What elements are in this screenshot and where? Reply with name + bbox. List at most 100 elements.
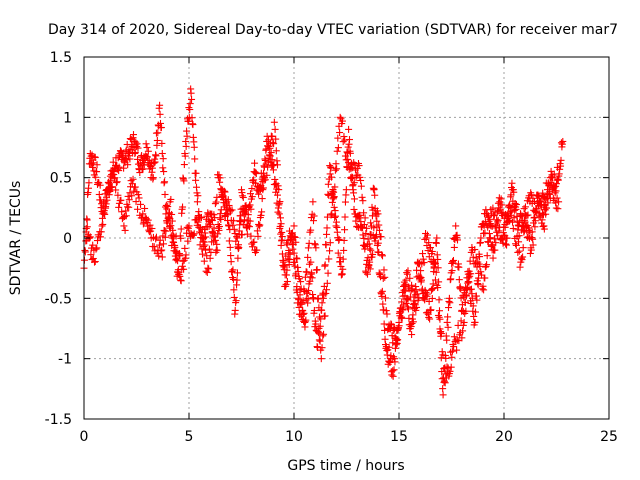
data-point (270, 140, 278, 148)
data-point (311, 241, 319, 249)
data-point (330, 188, 338, 196)
data-point (143, 144, 151, 151)
data-point (362, 229, 370, 237)
data-point (283, 278, 291, 286)
data-point (509, 225, 517, 233)
data-point (469, 253, 477, 261)
data-point (115, 203, 123, 211)
data-point (315, 304, 323, 312)
data-point (232, 237, 240, 245)
data-point (350, 189, 358, 197)
data-point (89, 163, 97, 171)
data-point (366, 258, 374, 266)
data-point (439, 351, 447, 359)
data-point (417, 267, 425, 275)
data-point (327, 211, 335, 219)
data-point (151, 158, 159, 166)
data-point (312, 244, 320, 252)
data-point (94, 237, 101, 245)
data-point (91, 258, 98, 266)
data-point (433, 234, 441, 242)
data-point (182, 251, 190, 259)
data-point (428, 247, 436, 255)
data-point (91, 258, 99, 266)
data-point (144, 216, 152, 224)
data-point (358, 193, 366, 201)
data-point (216, 178, 224, 186)
data-point (295, 275, 303, 283)
data-point (377, 233, 385, 241)
data-point (220, 187, 228, 195)
data-point (326, 239, 334, 247)
data-point (521, 203, 529, 211)
data-point (350, 205, 358, 213)
data-point (531, 217, 539, 225)
data-point (124, 192, 132, 200)
data-point (432, 268, 440, 276)
data-point (514, 248, 522, 256)
x-tick-label: 25 (600, 429, 618, 445)
data-point (492, 220, 500, 228)
data-point (482, 262, 490, 270)
data-point (93, 161, 101, 169)
data-point (335, 235, 343, 243)
data-point (110, 174, 118, 182)
data-point (540, 225, 548, 233)
data-point (343, 148, 351, 156)
data-point (225, 222, 233, 230)
data-point (367, 246, 375, 254)
data-point (195, 208, 203, 216)
data-point (172, 232, 180, 240)
data-point (408, 281, 416, 289)
data-point (553, 194, 561, 202)
data-point (83, 223, 91, 231)
data-point (272, 135, 280, 143)
data-point (346, 136, 353, 144)
data-point (96, 181, 104, 189)
data-point (125, 148, 133, 156)
data-point (278, 233, 286, 241)
data-point (305, 287, 313, 295)
x-tick-label: 20 (495, 429, 513, 445)
data-point (229, 275, 237, 283)
data-point (152, 235, 160, 243)
data-point (203, 268, 211, 276)
data-point (213, 246, 221, 254)
data-point (528, 228, 536, 236)
data-point (447, 363, 455, 371)
data-point (450, 243, 458, 251)
data-point (89, 159, 97, 167)
data-point (240, 206, 248, 214)
data-point (309, 198, 317, 206)
data-point (347, 175, 355, 183)
data-point (292, 238, 300, 246)
data-point (148, 164, 156, 172)
data-point (484, 238, 492, 246)
data-point (179, 203, 187, 211)
data-point (206, 254, 214, 262)
data-point (157, 247, 165, 255)
data-point (391, 325, 398, 333)
data-point (274, 161, 281, 169)
data-point (497, 195, 505, 203)
data-point (105, 185, 113, 193)
data-point (83, 216, 91, 224)
data-point (164, 203, 172, 211)
data-point (341, 226, 349, 234)
data-point (538, 216, 546, 224)
data-point (246, 217, 254, 225)
data-point (97, 233, 104, 241)
data-point (209, 230, 217, 238)
data-point (531, 223, 539, 231)
data-point (452, 222, 460, 230)
data-point (102, 200, 110, 208)
data-point (307, 258, 315, 266)
data-point (197, 213, 205, 221)
data-point (201, 241, 209, 249)
data-point (334, 249, 342, 257)
data-point (471, 318, 479, 326)
data-point (124, 161, 132, 169)
x-tick-label: 10 (285, 429, 303, 445)
data-point (321, 261, 329, 269)
data-point (191, 155, 199, 163)
